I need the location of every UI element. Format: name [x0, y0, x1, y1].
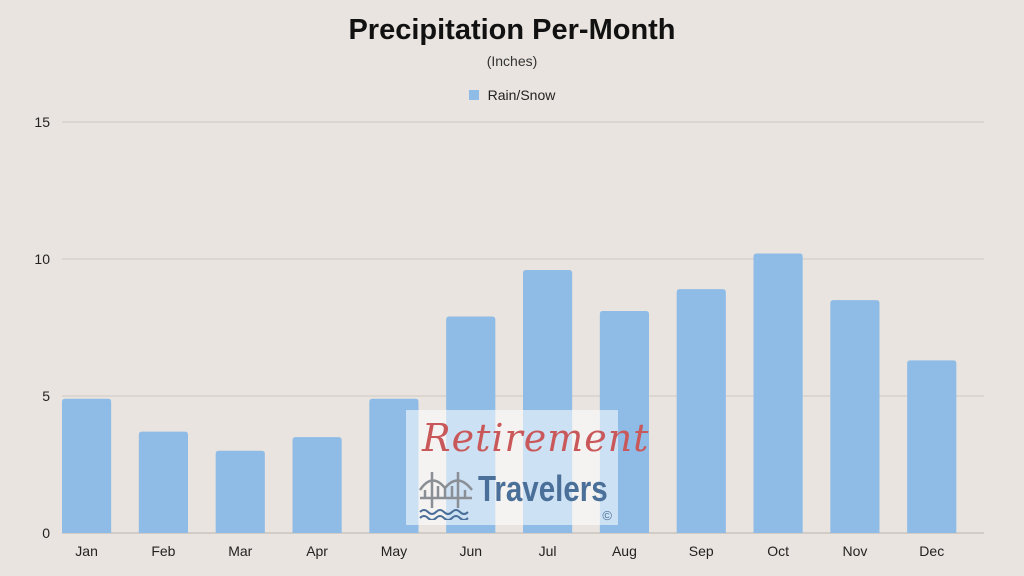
y-tick-label: 15 [34, 114, 50, 130]
legend-label: Rain/Snow [487, 87, 556, 103]
bar [676, 289, 726, 533]
chart-subtitle: (Inches) [486, 53, 538, 69]
x-tick-label: Jul [539, 543, 557, 559]
x-tick-label: Jan [75, 543, 98, 559]
x-tick-label: May [381, 543, 407, 559]
x-tick-label: Apr [306, 543, 328, 559]
x-tick-label: Dec [919, 543, 944, 559]
bar [62, 398, 112, 533]
y-tick-label: 5 [42, 388, 50, 404]
bar [215, 450, 265, 533]
x-tick-label: Aug [612, 543, 637, 559]
watermark-line1: Retirement [422, 416, 650, 460]
x-tick-label: Feb [151, 543, 175, 559]
bridge-icon [418, 472, 473, 520]
bar [753, 253, 803, 533]
x-tick-label: Mar [228, 543, 252, 559]
legend-swatch [468, 90, 479, 100]
x-tick-label: Oct [767, 543, 789, 559]
bar [907, 360, 957, 533]
bar [292, 437, 342, 533]
bar [830, 300, 880, 533]
x-tick-label: Sep [689, 543, 714, 559]
bar [138, 431, 189, 533]
y-tick-label: 10 [34, 251, 50, 267]
x-tick-label: Nov [842, 543, 867, 559]
x-tick-label: Jun [459, 543, 482, 559]
chart-legend: Rain/Snow [0, 87, 1024, 103]
watermark-line2: Travelers [478, 468, 608, 509]
copyright-icon: © [602, 508, 612, 523]
y-tick-label: 0 [42, 525, 50, 541]
watermark-logo: Retirement Travelers © [406, 410, 648, 525]
chart-title: Precipitation Per-Month [348, 14, 676, 46]
